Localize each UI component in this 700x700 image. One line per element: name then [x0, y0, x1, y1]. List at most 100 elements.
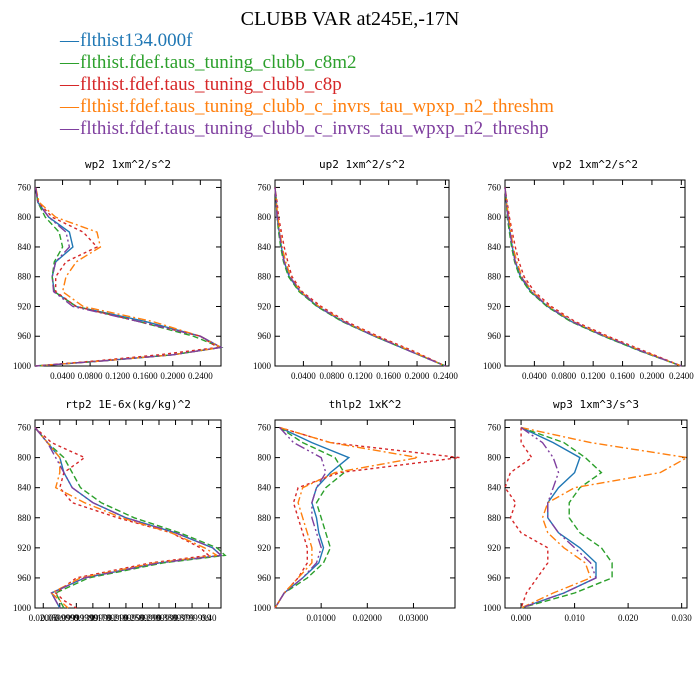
x-tick-label: 0.1600: [610, 371, 635, 381]
y-tick-label: 920: [18, 543, 32, 553]
x-tick-label: 0.2400: [188, 371, 213, 381]
plot-title: thlp2 1xK^2: [329, 398, 402, 411]
x-tick-label: 0.030: [672, 613, 693, 623]
y-tick-label: 960: [258, 573, 272, 583]
y-tick-label: 800: [488, 453, 502, 463]
y-tick-label: 840: [18, 242, 32, 252]
series-line: [504, 187, 682, 367]
y-tick-label: 960: [18, 331, 32, 341]
series-line: [520, 426, 597, 609]
y-tick-label: 1000: [483, 603, 502, 613]
series-line: [504, 187, 682, 367]
series-line: [274, 187, 446, 367]
series-line: [274, 187, 446, 367]
plot-frame: [504, 179, 686, 367]
x-tick-label: 0.2400: [669, 371, 694, 381]
series-line: [34, 187, 224, 367]
y-tick-label: 840: [488, 483, 502, 493]
x-tick-label: 0.1600: [376, 371, 401, 381]
x-tick-label: 0.0400: [522, 371, 547, 381]
x-tick-label: 0.2599999: [123, 613, 162, 623]
y-tick-label: 880: [18, 272, 32, 282]
y-tick-label: 960: [18, 573, 32, 583]
y-tick-label: 840: [18, 483, 32, 493]
x-tick-label: 0.2400: [433, 371, 458, 381]
series-line: [504, 427, 549, 609]
plot-frame: [504, 419, 688, 609]
legend-label: flthist.fdef.taus_tuning_clubb_c8p: [80, 74, 342, 95]
plot-title: up2 1xm^2/s^2: [319, 158, 405, 171]
series-line: [504, 187, 682, 367]
series-line: [34, 427, 227, 609]
x-tick-label: 0.1600: [133, 371, 158, 381]
x-tick-label: 0.1399999: [74, 613, 113, 623]
y-tick-label: 880: [18, 513, 32, 523]
y-tick-label: 920: [488, 301, 502, 311]
y-tick-label: 840: [488, 242, 502, 252]
y-tick-label: 800: [18, 212, 32, 222]
plot-title: wp2 1xm^2/s^2: [85, 158, 171, 171]
y-tick-label: 960: [258, 331, 272, 341]
x-tick-label: 0.0400: [291, 371, 316, 381]
x-tick-label: 0.1200: [105, 371, 130, 381]
legend-item: —flthist.fdef.taus_tuning_clubb_c8p: [60, 74, 554, 96]
y-tick-label: 880: [488, 272, 502, 282]
series-line: [274, 427, 327, 609]
y-tick-label: 920: [488, 543, 502, 553]
legend-item: —flthist.fdef.taus_tuning_clubb_c8m2: [60, 52, 554, 74]
legend-label: flthist.fdef.taus_tuning_clubb_c_invrs_t…: [80, 118, 549, 139]
y-tick-label: 800: [18, 453, 32, 463]
x-tick-label: 0.0800: [551, 371, 576, 381]
y-tick-label: 880: [258, 272, 272, 282]
x-tick-label: 0.03000: [399, 613, 429, 623]
y-tick-label: 760: [258, 182, 272, 192]
series-line: [504, 187, 682, 367]
y-tick-label: 800: [488, 212, 502, 222]
series-line: [274, 187, 446, 367]
series-line: [34, 187, 224, 367]
y-tick-label: 760: [258, 423, 272, 433]
y-tick-label: 1000: [13, 603, 32, 613]
legend-dash-icon: —: [60, 118, 79, 139]
legend-label: flthist134.000f: [80, 30, 193, 51]
y-tick-label: 920: [258, 301, 272, 311]
y-tick-label: 760: [18, 182, 32, 192]
series-line: [34, 187, 224, 367]
y-tick-label: 800: [258, 453, 272, 463]
series-line: [34, 427, 223, 609]
x-tick-label: 0.0599999: [41, 613, 80, 623]
series-line: [520, 426, 613, 609]
y-tick-label: 840: [258, 483, 272, 493]
series-line: [274, 187, 446, 367]
y-tick-label: 880: [488, 513, 502, 523]
x-tick-label: 0.02000: [353, 613, 383, 623]
x-tick-label: 0.010: [564, 613, 585, 623]
x-tick-label: 0.000: [511, 613, 532, 623]
x-tick-label: 0.3399999: [156, 613, 195, 623]
y-tick-label: 840: [258, 242, 272, 252]
legend-label: flthist.fdef.taus_tuning_clubb_c8m2: [80, 52, 357, 73]
plot-frame: [34, 419, 222, 609]
x-tick-label: 0.1799999: [90, 613, 129, 623]
plot-frame: [274, 419, 456, 609]
legend: —flthist134.000f —flthist.fdef.taus_tuni…: [60, 30, 554, 140]
x-tick-label: 0.01000: [307, 613, 337, 623]
plot-title: vp2 1xm^2/s^2: [552, 158, 638, 171]
x-tick-label: 0.1200: [581, 371, 606, 381]
x-tick-label: 0.02000: [29, 613, 59, 623]
series-line: [274, 426, 351, 609]
y-tick-label: 760: [488, 423, 502, 433]
y-tick-label: 1000: [13, 361, 32, 371]
y-tick-label: 1000: [253, 603, 272, 613]
x-tick-label: 0.020: [618, 613, 639, 623]
legend-dash-icon: —: [60, 52, 79, 73]
plot-frame: [274, 179, 450, 367]
x-tick-label: 0.09999999: [55, 613, 98, 623]
series-line: [274, 187, 446, 367]
legend-item: —flthist.fdef.taus_tuning_clubb_c_invrs_…: [60, 96, 554, 118]
plot-frame: [34, 179, 222, 367]
x-tick-label: 0.3799999: [173, 613, 212, 623]
y-tick-label: 800: [258, 212, 272, 222]
legend-label: flthist.fdef.taus_tuning_clubb_c_invrs_t…: [80, 96, 554, 117]
